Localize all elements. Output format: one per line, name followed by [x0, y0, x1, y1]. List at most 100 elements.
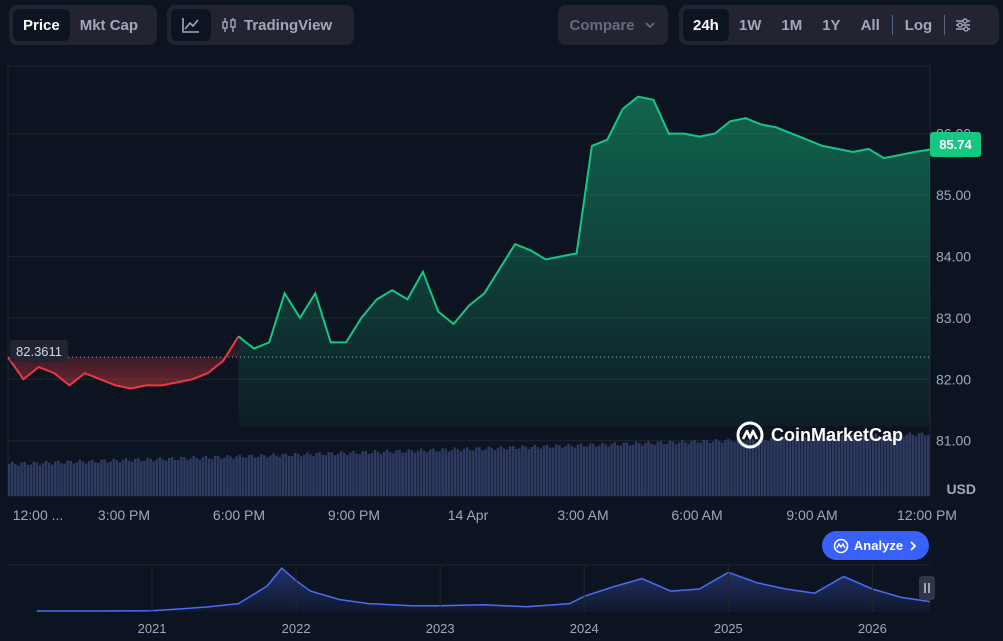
volume-bar	[84, 463, 88, 496]
volume-bar	[481, 450, 484, 496]
volume-bar	[97, 462, 100, 496]
volume-bar	[339, 451, 343, 496]
volume-bar	[143, 460, 146, 496]
volume-bar	[60, 463, 63, 496]
volume-bar	[591, 443, 595, 496]
analyze-label: Analyze	[853, 538, 904, 553]
x-tick-label: 3:00 PM	[98, 507, 150, 523]
volume-bar	[917, 433, 921, 496]
volume-bar	[834, 438, 838, 496]
volume-bar	[650, 443, 653, 496]
volume-bar	[198, 459, 202, 496]
volume-bar	[352, 450, 355, 496]
volume-bar	[204, 455, 208, 496]
volume-bar	[871, 435, 875, 496]
tradingview-label: TradingView	[244, 16, 333, 34]
volume-bar	[764, 440, 767, 496]
range-1y[interactable]: 1Y	[822, 16, 841, 34]
volume-bar	[585, 446, 589, 496]
volume-bar	[137, 458, 140, 496]
volume-bar	[893, 436, 896, 496]
range-1w[interactable]: 1W	[738, 16, 762, 34]
volume-bar	[130, 461, 134, 496]
volume-bar	[896, 433, 899, 496]
tab-mkt-cap[interactable]: Mkt Cap	[79, 16, 139, 34]
chart-type-toggle: Price Mkt Cap	[9, 5, 157, 45]
volume-bar	[140, 461, 143, 496]
volume-bar	[441, 448, 444, 496]
volume-bar	[54, 461, 57, 496]
chart-toolbar: Price Mkt Cap TradingView Compare 24h 1W…	[0, 0, 1003, 52]
volume-bar	[508, 446, 512, 496]
volume-bar	[558, 445, 561, 496]
overview-x-ticks: 2021 2022 2023 2024 2025 2026	[138, 621, 887, 636]
volume-bar	[604, 444, 607, 496]
volume-bar	[644, 443, 647, 496]
volume-bar	[429, 449, 432, 496]
volume-bar	[616, 445, 619, 496]
volume-bar	[647, 441, 650, 496]
tradingview-button[interactable]: TradingView	[211, 9, 342, 41]
volume-bar	[450, 450, 454, 496]
volume-bar	[158, 457, 162, 496]
volume-bar	[250, 454, 254, 496]
volume-bar	[333, 455, 337, 496]
volume-bar	[843, 437, 847, 496]
x-tick-label: 6:00 PM	[213, 507, 265, 523]
volume-bar	[831, 437, 835, 496]
range-24h[interactable]: 24h	[683, 9, 729, 41]
volume-bar	[656, 441, 659, 496]
volume-bar	[346, 454, 349, 496]
volume-bar	[687, 443, 690, 496]
overview-chart[interactable]	[8, 564, 935, 612]
candlestick-icon	[222, 18, 236, 32]
volume-bar	[607, 446, 610, 496]
volume-bar	[183, 457, 186, 496]
chart-settings-button[interactable]	[947, 9, 979, 41]
range-1m[interactable]: 1M	[781, 16, 803, 34]
range-all[interactable]: All	[860, 16, 880, 34]
volume-bar	[533, 444, 537, 496]
volume-bar	[358, 454, 361, 496]
volume-bar	[100, 459, 103, 496]
volume-bar	[773, 437, 776, 496]
volume-bar	[435, 451, 438, 496]
price-line-down	[7, 335, 240, 390]
volume-bar	[303, 454, 306, 496]
overview-year-label: 2025	[714, 621, 743, 636]
volume-bar	[908, 432, 911, 496]
volume-bar	[822, 439, 825, 496]
volume-bar	[11, 461, 14, 496]
line-chart-button[interactable]	[171, 9, 211, 41]
volume-bar	[75, 462, 79, 496]
compare-dropdown[interactable]: Compare	[558, 5, 668, 45]
volume-bar	[742, 441, 745, 496]
volume-bar	[210, 458, 214, 496]
volume-bar	[51, 464, 54, 496]
chevron-down-icon	[644, 22, 655, 29]
tab-price[interactable]: Price	[13, 9, 70, 41]
volume-bar	[490, 447, 493, 496]
volume-bar	[115, 460, 119, 496]
open-price-label: 82.3611	[10, 340, 69, 362]
volume-bar	[539, 448, 543, 496]
volume-bar	[422, 450, 426, 496]
volume-bar	[674, 444, 678, 496]
volume-bar	[321, 454, 324, 496]
volume-bar	[579, 443, 583, 496]
log-toggle[interactable]: Log	[904, 16, 933, 34]
volume-bar	[90, 459, 94, 496]
volume-bar	[662, 444, 666, 496]
analyze-button[interactable]: Analyze	[822, 531, 929, 560]
volume-bar	[475, 447, 478, 496]
volume-bar	[173, 459, 177, 496]
x-axis-ticks: 12:00 ... 3:00 PM 6:00 PM 9:00 PM 14 Apr 3:00…	[13, 507, 957, 523]
volume-bar	[419, 448, 423, 496]
volume-bar	[364, 451, 367, 496]
x-tick-label: 12:00 ...	[13, 507, 64, 523]
volume-bar	[819, 436, 822, 496]
volume-bar	[693, 439, 696, 496]
volume-bar	[395, 450, 398, 496]
volume-bar	[20, 462, 23, 496]
